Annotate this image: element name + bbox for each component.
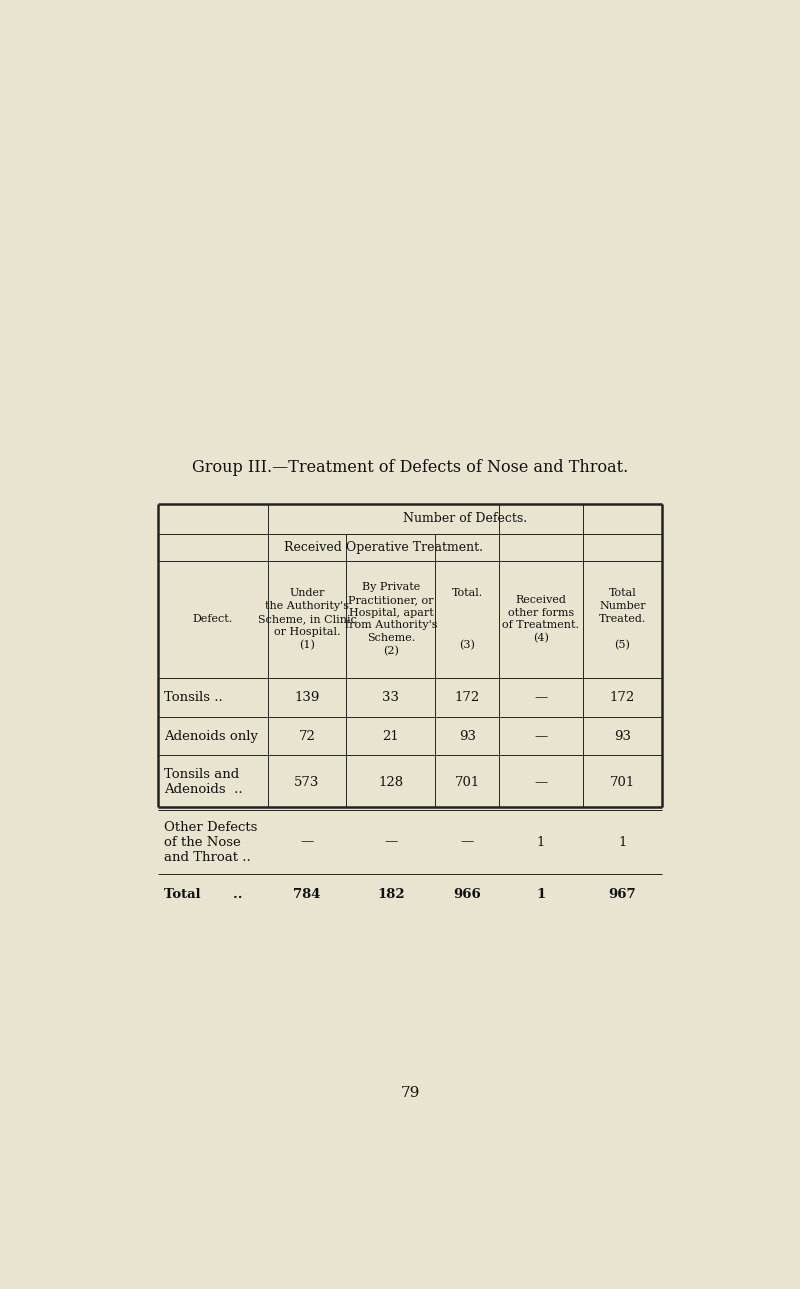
Text: Group III.—Treatment of Defects of Nose and Throat.: Group III.—Treatment of Defects of Nose … — [192, 459, 628, 476]
Text: 79: 79 — [400, 1085, 420, 1100]
Text: 139: 139 — [294, 691, 320, 704]
Text: 966: 966 — [454, 888, 481, 901]
Text: Received
other forms
of Treatment.
(4): Received other forms of Treatment. (4) — [502, 594, 579, 643]
Text: 182: 182 — [377, 888, 405, 901]
Text: 784: 784 — [294, 888, 321, 901]
Text: 172: 172 — [610, 691, 635, 704]
Text: Number of Defects.: Number of Defects. — [402, 513, 526, 526]
Text: —: — — [534, 730, 547, 742]
Text: 128: 128 — [378, 776, 403, 789]
Text: —: — — [384, 835, 398, 848]
Text: Other Defects
of the Nose
and Throat ..: Other Defects of the Nose and Throat .. — [165, 821, 258, 864]
Text: —: — — [534, 691, 547, 704]
Text: —: — — [300, 835, 314, 848]
Text: 1: 1 — [536, 888, 546, 901]
Text: Under
the Authority's
Scheme, in Clinic
or Hospital.
(1): Under the Authority's Scheme, in Clinic … — [258, 588, 357, 650]
Text: By Private
Practitioner, or
Hospital, apart
from Authority's
Scheme.
(2): By Private Practitioner, or Hospital, ap… — [345, 581, 437, 656]
Text: 72: 72 — [298, 730, 315, 742]
Text: 1: 1 — [537, 835, 545, 848]
Text: Total
Number
Treated.

(5): Total Number Treated. (5) — [598, 588, 646, 650]
Text: Received Operative Treatment.: Received Operative Treatment. — [284, 540, 483, 554]
Text: 701: 701 — [454, 776, 480, 789]
Text: 21: 21 — [382, 730, 399, 742]
Text: Adenoids only: Adenoids only — [165, 730, 258, 742]
Text: Total       ..: Total .. — [165, 888, 243, 901]
Text: 172: 172 — [454, 691, 480, 704]
Text: Defect.: Defect. — [193, 614, 233, 624]
Text: 701: 701 — [610, 776, 635, 789]
Text: 93: 93 — [614, 730, 631, 742]
Text: Tonsils and
Adenoids  ..: Tonsils and Adenoids .. — [165, 768, 243, 797]
Text: 1: 1 — [618, 835, 626, 848]
Text: 967: 967 — [609, 888, 636, 901]
Text: Tonsils ..: Tonsils .. — [165, 691, 223, 704]
Text: Total.



(3): Total. (3) — [451, 588, 483, 650]
Text: —: — — [461, 835, 474, 848]
Text: —: — — [534, 776, 547, 789]
Text: 93: 93 — [458, 730, 476, 742]
Text: 33: 33 — [382, 691, 399, 704]
Text: 573: 573 — [294, 776, 320, 789]
